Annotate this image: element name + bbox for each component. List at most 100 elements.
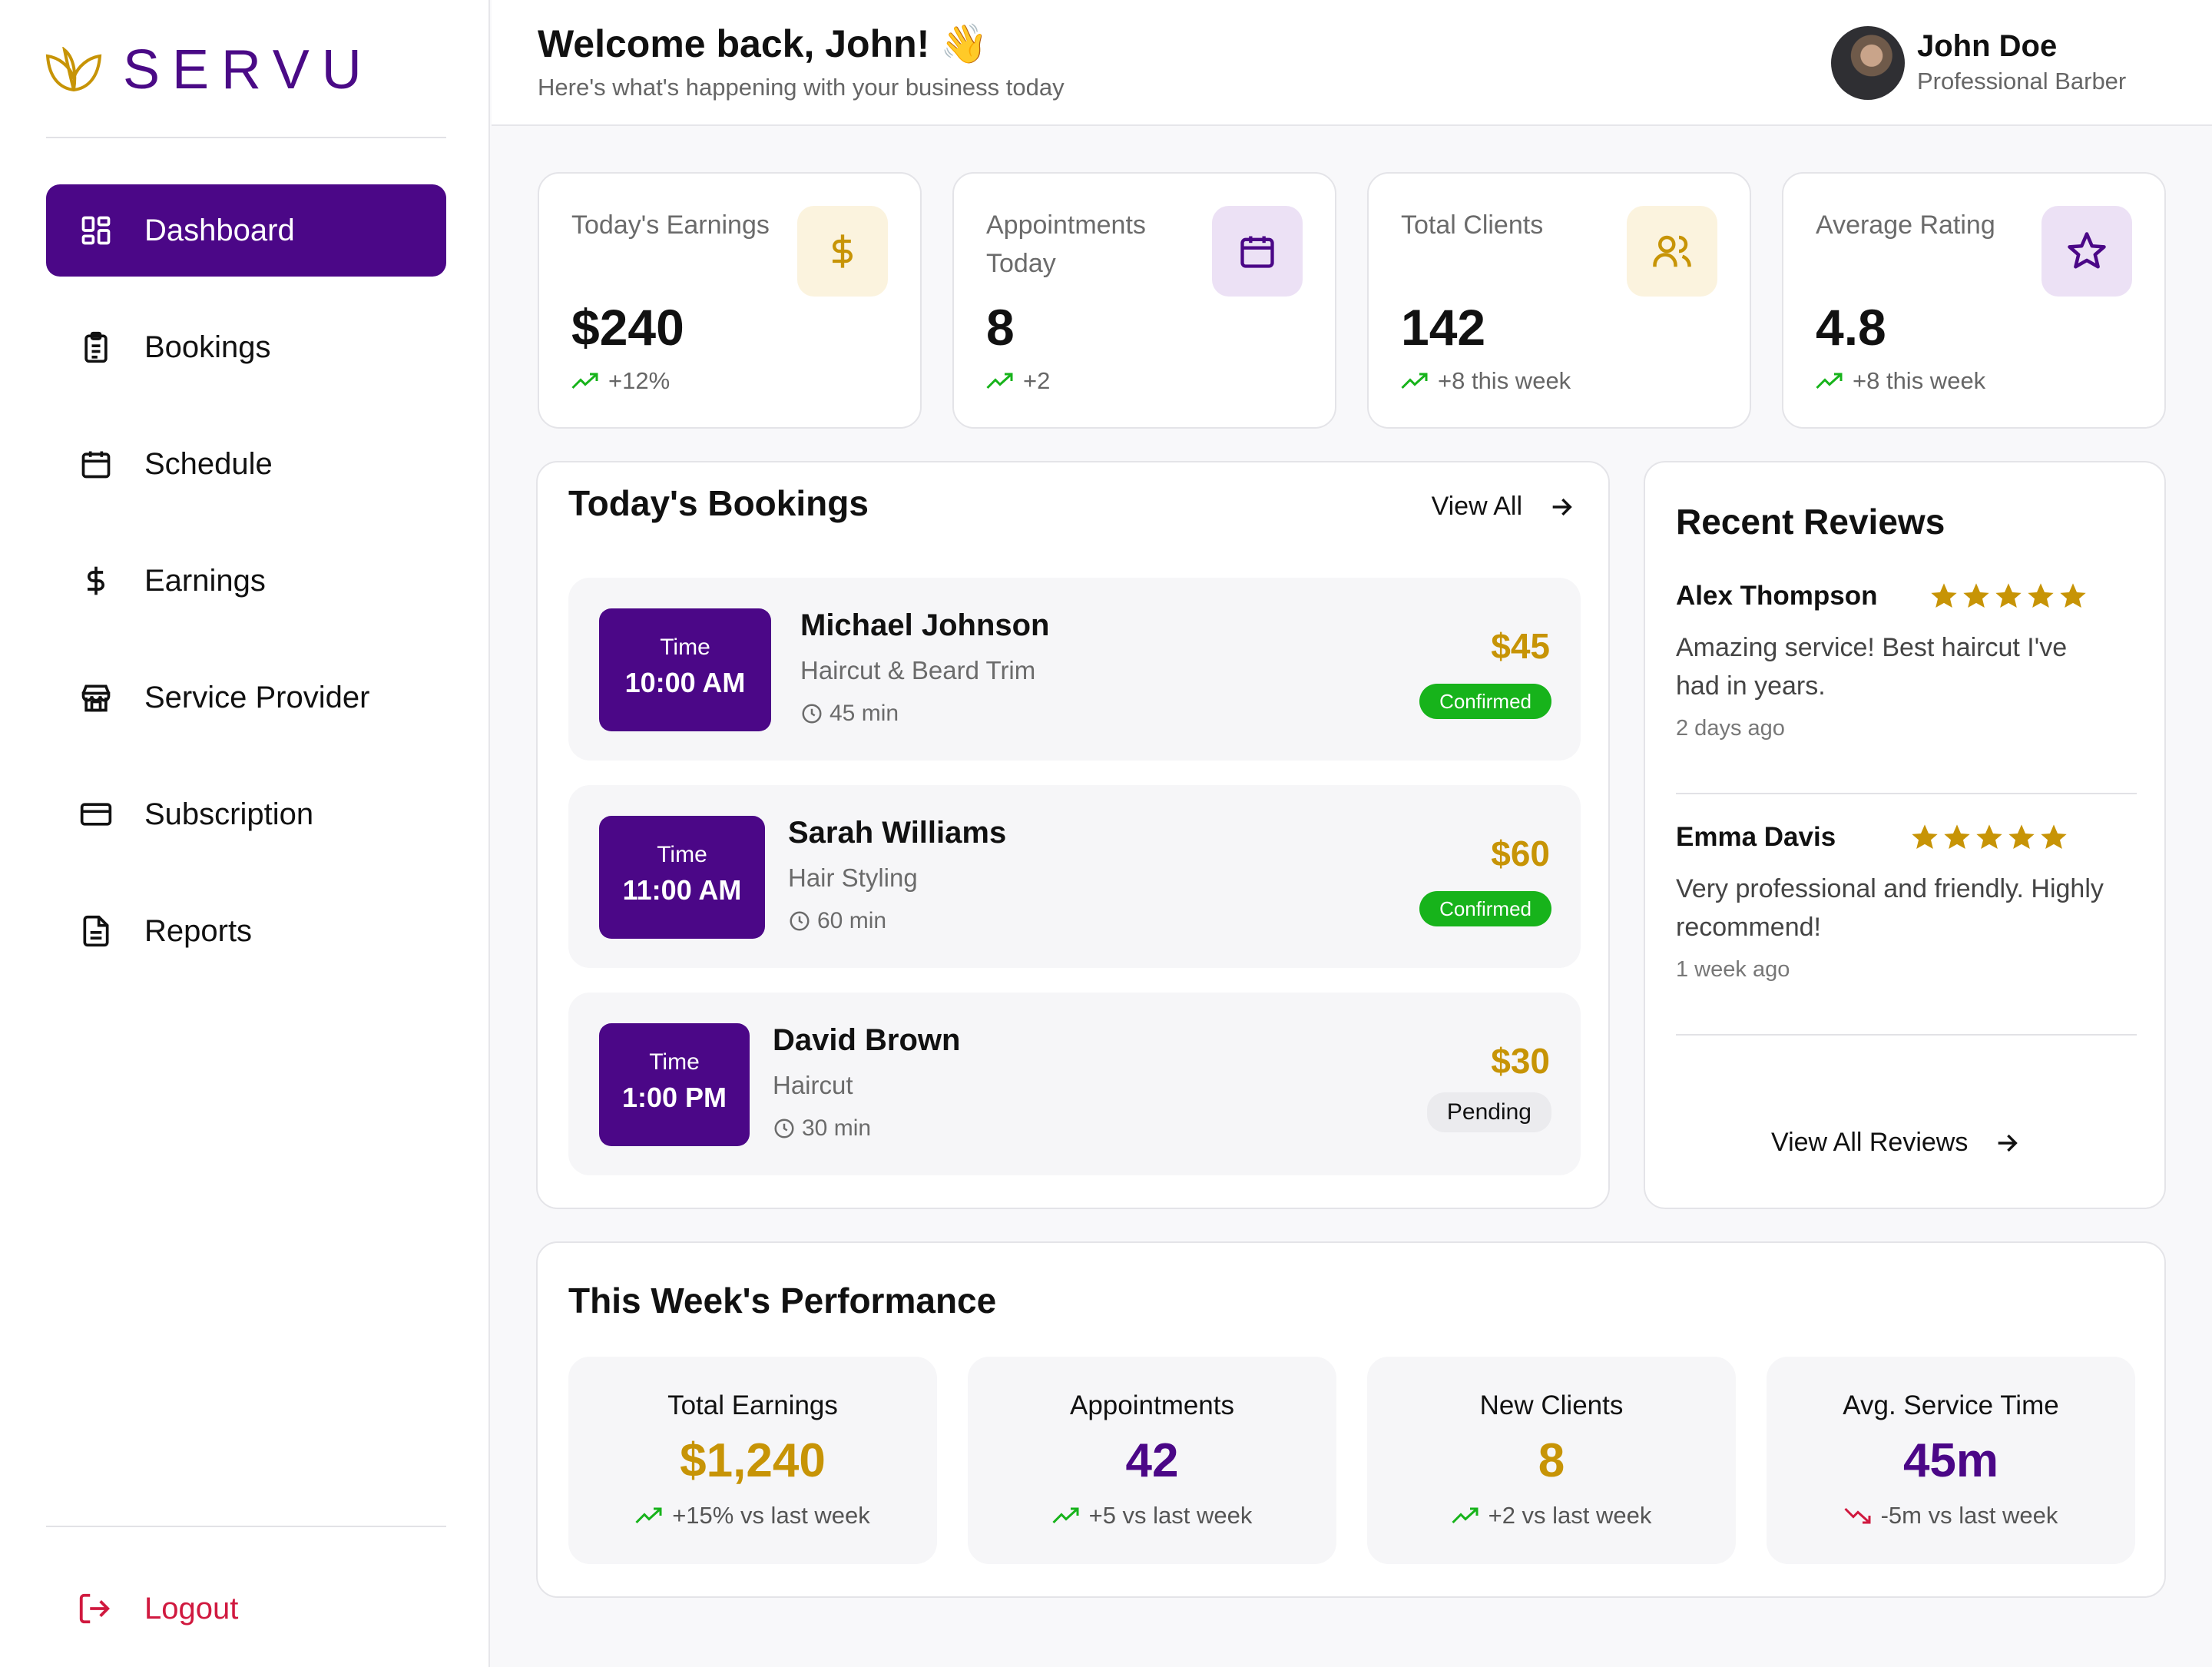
stat-trend: +8 this week bbox=[1816, 367, 1985, 395]
leaf-logo-icon bbox=[45, 47, 102, 92]
stat-card-earnings[interactable]: Today's Earnings $240 +12% bbox=[538, 172, 922, 429]
perf-label: Appointments bbox=[1069, 1390, 1235, 1420]
sidebar-item-dashboard[interactable]: Dashboard bbox=[46, 184, 446, 277]
perf-trend: +15% vs last week bbox=[568, 1502, 937, 1529]
stat-trend-text: +12% bbox=[608, 367, 671, 394]
stat-label: Today's Earnings bbox=[571, 210, 770, 240]
avatar[interactable] bbox=[1831, 26, 1905, 100]
stat-value: 8 bbox=[986, 299, 1015, 356]
duration-text: 30 min bbox=[802, 1115, 872, 1141]
store-icon bbox=[77, 678, 115, 717]
clipboard-icon bbox=[77, 328, 115, 366]
booking-price: $30 bbox=[1491, 1041, 1550, 1081]
star-icon bbox=[2008, 824, 2035, 849]
sidebar: SERVU Dashboard Bookings Schedule Earni bbox=[0, 0, 490, 1667]
dollar-icon bbox=[77, 562, 115, 600]
sidebar-item-service-provider[interactable]: Service Provider bbox=[46, 651, 446, 744]
sidebar-item-earnings[interactable]: Earnings bbox=[46, 535, 446, 627]
perf-trend-text: +15% vs last week bbox=[672, 1502, 870, 1529]
user-role: Professional Barber bbox=[1917, 68, 2127, 94]
stat-card-rating[interactable]: Average Rating 4.8 +8 this week bbox=[1782, 172, 2166, 429]
stat-value: $240 bbox=[571, 299, 684, 356]
booking-row[interactable]: Time 10:00 AM Michael Johnson Haircut & … bbox=[568, 578, 1581, 761]
reviewer: Emma Davis bbox=[1676, 822, 2137, 853]
status-badge: Confirmed bbox=[1419, 684, 1551, 719]
perf-trend-text: +2 vs last week bbox=[1488, 1502, 1652, 1529]
client-name: David Brown bbox=[773, 1023, 961, 1057]
stat-card-appointments[interactable]: Appointments Today 8 +2 bbox=[952, 172, 1336, 429]
stat-trend-text: +2 bbox=[1023, 367, 1051, 394]
booking-row[interactable]: Time 1:00 PM David Brown Haircut 30 min … bbox=[568, 993, 1581, 1175]
review-divider bbox=[1676, 1034, 2137, 1036]
reviews-title: Recent Reviews bbox=[1676, 502, 1945, 542]
rating-stars bbox=[1909, 822, 2071, 853]
performance-card-service-time: Avg. Service Time 45m -5m vs last week bbox=[1767, 1357, 2135, 1564]
logout-button[interactable]: Logout bbox=[46, 1563, 238, 1655]
status-badge: Pending bbox=[1426, 1092, 1551, 1132]
review-time: 1 week ago bbox=[1676, 957, 1790, 982]
booking-price: $60 bbox=[1491, 834, 1550, 873]
service-name: Haircut & Beard Trim bbox=[800, 656, 1036, 684]
sidebar-item-schedule[interactable]: Schedule bbox=[46, 418, 446, 510]
view-all-label: View All bbox=[1431, 492, 1522, 521]
duration-text: 45 min bbox=[830, 701, 899, 726]
sidebar-item-label: Bookings bbox=[144, 330, 271, 364]
trending-up-icon bbox=[1052, 1507, 1079, 1524]
reviewer-name: Alex Thompson bbox=[1676, 581, 1878, 611]
stat-card-clients[interactable]: Total Clients 142 +8 this week bbox=[1367, 172, 1751, 429]
sidebar-item-reports[interactable]: Reports bbox=[46, 885, 446, 977]
trending-up-icon bbox=[1816, 373, 1843, 389]
arrow-right-icon bbox=[1552, 498, 1572, 515]
performance-title: This Week's Performance bbox=[568, 1281, 997, 1321]
booking-time: 1:00 PM bbox=[621, 1082, 727, 1113]
stat-label: Average Rating bbox=[1816, 210, 1995, 240]
reviewer: Alex Thompson bbox=[1676, 581, 2137, 611]
duration: 30 min bbox=[773, 1115, 871, 1142]
stat-value: 142 bbox=[1401, 299, 1486, 356]
stat-label: Appointments Today bbox=[986, 210, 1146, 278]
trending-up-icon bbox=[571, 373, 598, 389]
sidebar-item-label: Earnings bbox=[144, 563, 266, 598]
time-badge: Time 10:00 AM bbox=[599, 608, 771, 731]
logout-icon bbox=[77, 1589, 115, 1628]
rating-stars bbox=[1929, 581, 2090, 611]
perf-label: Avg. Service Time bbox=[1843, 1390, 2059, 1420]
stat-trend: +12% bbox=[571, 367, 670, 395]
calendar-icon bbox=[77, 445, 115, 483]
sidebar-item-bookings[interactable]: Bookings bbox=[46, 301, 446, 393]
review-time: 2 days ago bbox=[1676, 716, 1785, 741]
sidebar-item-label: Service Provider bbox=[144, 680, 370, 714]
sidebar-divider-bottom bbox=[46, 1526, 446, 1527]
brand-logo[interactable]: SERVU bbox=[45, 38, 374, 101]
booking-price: $45 bbox=[1491, 626, 1550, 666]
star-icon bbox=[1962, 583, 1989, 608]
star-icon bbox=[2027, 583, 2054, 608]
page-subtitle: Here's what's happening with your busine… bbox=[538, 74, 1065, 101]
view-all-bookings-link[interactable]: View All bbox=[1432, 492, 1575, 522]
arrow-right-icon bbox=[1998, 1134, 2018, 1152]
file-text-icon bbox=[77, 912, 115, 950]
clock-icon bbox=[790, 911, 810, 931]
booking-row[interactable]: Time 11:00 AM Sarah Williams Hair Stylin… bbox=[568, 785, 1581, 968]
top-header: Welcome back, John! 👋 Here's what's happ… bbox=[492, 0, 2212, 126]
view-all-reviews-label: View All Reviews bbox=[1771, 1128, 1969, 1157]
review-item: Alex Thompson Amazing service! Best hair… bbox=[1676, 581, 2137, 741]
booking-time: 11:00 AM bbox=[622, 874, 742, 906]
service-name: Hair Styling bbox=[788, 863, 918, 892]
dollar-icon bbox=[797, 206, 888, 297]
sidebar-item-label: Reports bbox=[144, 913, 253, 948]
user-name[interactable]: John Doe bbox=[1917, 29, 2058, 63]
sidebar-item-label: Dashboard bbox=[144, 213, 295, 247]
credit-card-icon bbox=[77, 795, 115, 834]
calendar-icon bbox=[1212, 206, 1303, 297]
view-all-reviews-link[interactable]: View All Reviews bbox=[1771, 1128, 2020, 1158]
page-title: Welcome back, John! 👋 bbox=[538, 22, 988, 65]
perf-value: 8 bbox=[1538, 1434, 1565, 1487]
perf-value: 42 bbox=[1125, 1434, 1179, 1487]
star-icon bbox=[2041, 206, 2132, 297]
time-label: Time bbox=[657, 842, 707, 867]
clock-icon bbox=[802, 704, 822, 724]
sidebar-item-subscription[interactable]: Subscription bbox=[46, 768, 446, 860]
booking-time: 10:00 AM bbox=[624, 667, 746, 698]
review-item: Emma Davis Very professional and friendl… bbox=[1676, 822, 2137, 983]
